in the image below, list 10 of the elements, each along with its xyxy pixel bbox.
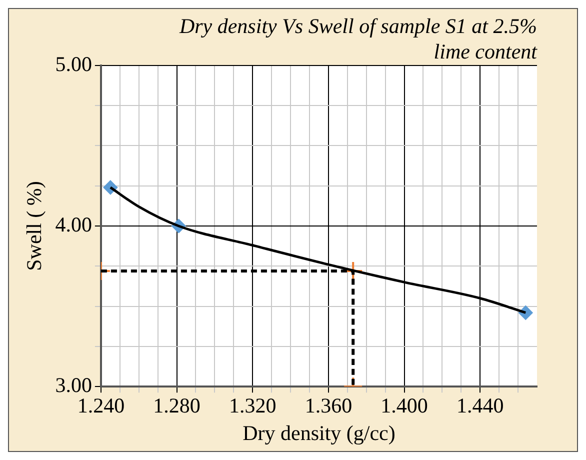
x-axis-title: Dry density (g/cc)	[242, 420, 396, 445]
chart-title: Dry density Vs Swell of sample S1 at 2.5% lime content	[178, 14, 538, 64]
y-axis-title: Swell ( %)	[22, 181, 46, 271]
x-tick-label: 1.440	[456, 394, 504, 418]
x-tick-label: 1.280	[153, 394, 200, 418]
y-tick-label: 5.00	[55, 52, 92, 76]
x-tick-label: 1.320	[228, 394, 276, 418]
x-tick-label: 1.360	[304, 394, 352, 418]
x-tick-label: 1.400	[380, 394, 428, 418]
y-tick-label: 4.00	[55, 212, 92, 237]
